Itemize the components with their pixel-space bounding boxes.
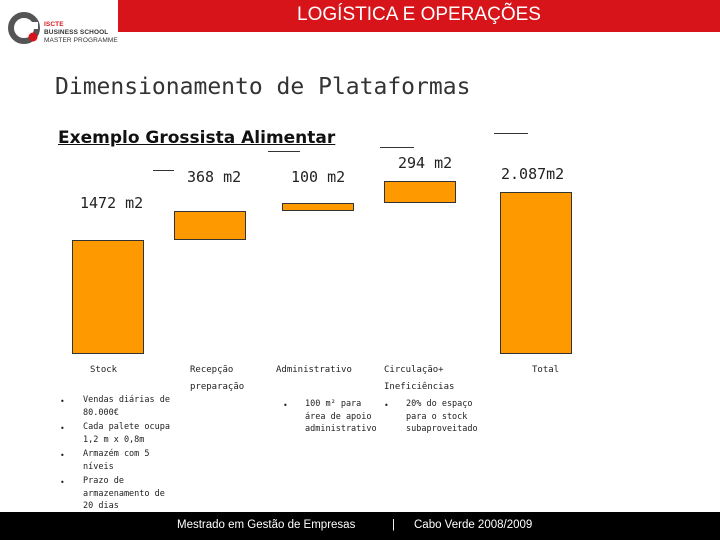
- bar-administrativo: [282, 203, 354, 212]
- connector-line: [153, 170, 174, 171]
- footer-program: Mestrado em Gestão de Empresas: [177, 519, 356, 531]
- header-title: LOGÍSTICA E OPERAÇÕES: [297, 4, 541, 25]
- header-bar: [118, 0, 720, 32]
- bullet-icon: •: [60, 478, 65, 487]
- bar-circulacao: [384, 180, 456, 204]
- logo-text-line2: BUSINESS SCHOOL: [44, 29, 109, 36]
- connector-line: [268, 151, 300, 152]
- bullet-icon: •: [384, 401, 389, 410]
- page-title: Dimensionamento de Plataformas: [55, 74, 471, 100]
- connector-line: [494, 133, 528, 134]
- value-label-circulacao: 294 m2: [398, 154, 453, 172]
- category-label-recepcao: Recepção preparação: [190, 365, 245, 392]
- category-label-circulacao: Circulação+ Ineficiências: [384, 365, 455, 392]
- note-stock-4: Prazo de armazenamento de 20 dias: [83, 476, 165, 511]
- value-label-stock: 1472 m2: [80, 194, 144, 212]
- note-stock-3: Armazém com 5 níveis: [83, 449, 150, 472]
- value-label-recepcao: 368 m2: [187, 168, 242, 186]
- bullet-icon: •: [60, 424, 65, 433]
- value-label-administrativo: 100 m2: [291, 168, 346, 186]
- bar-stock: [72, 239, 144, 354]
- logo-mark-icon: [8, 12, 40, 44]
- chart-title: Exemplo Grossista Alimentar: [58, 128, 336, 148]
- bar-total: [500, 192, 572, 354]
- category-label-administrativo: Administrativo: [276, 365, 352, 375]
- note-circulacao-1: 20% do espaço para o stock subaproveitad…: [406, 399, 478, 434]
- logo-text-line1: ISCTE: [44, 21, 64, 28]
- connector-line: [380, 147, 414, 148]
- bullet-icon: •: [60, 397, 65, 406]
- bullet-icon: •: [60, 451, 65, 460]
- footer-separator: |: [392, 519, 395, 531]
- note-stock-2: Cada palete ocupa 1,2 m x 0,8m: [83, 422, 170, 445]
- bullet-icon: •: [283, 401, 288, 410]
- footer-bar: [0, 512, 720, 540]
- bar-recepcao: [174, 211, 246, 240]
- iscte-logo: ISCTE BUSINESS SCHOOL MASTER PROGRAMME: [0, 0, 118, 54]
- note-administrativo-1: 100 m² para área de apoio administrativo: [305, 399, 377, 434]
- footer-location: Cabo Verde 2008/2009: [414, 519, 533, 531]
- category-label-total: Total: [532, 365, 560, 375]
- logo-text-line3: MASTER PROGRAMME: [44, 37, 118, 44]
- note-stock-1: Vendas diárias de 80.000€: [83, 395, 170, 418]
- value-label-total: 2.087m2: [501, 165, 565, 183]
- category-label-stock: Stock: [90, 365, 118, 375]
